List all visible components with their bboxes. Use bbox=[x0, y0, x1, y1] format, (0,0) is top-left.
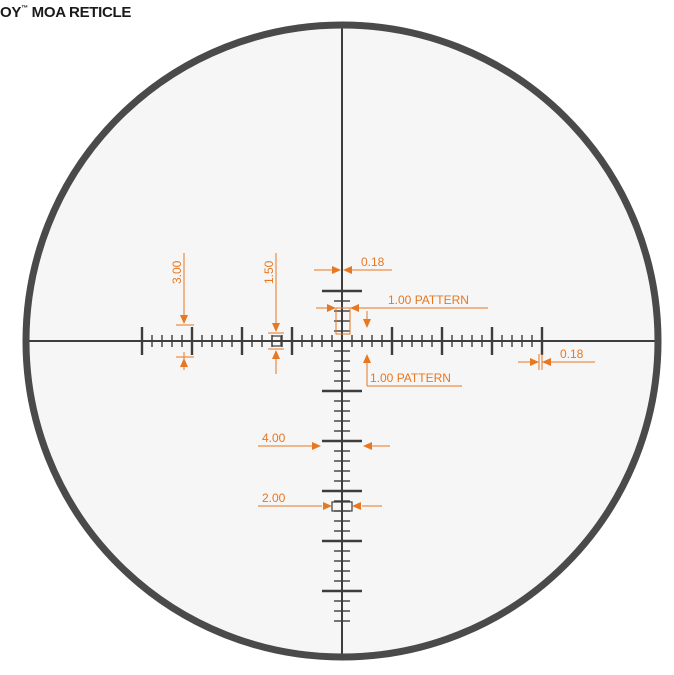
pattern-top-label: 1.00 PATTERN bbox=[388, 293, 469, 307]
line-width-right-label: 0.18 bbox=[560, 347, 584, 361]
pattern-bottom-label: 1.00 PATTERN bbox=[370, 371, 451, 385]
box-height-label: 1.50 bbox=[262, 260, 276, 284]
horizontal-hash-marks bbox=[140, 327, 544, 355]
horizontal-hold-box bbox=[271, 335, 282, 347]
thick-post-height-label: 3.00 bbox=[170, 260, 184, 284]
bar-width-label: 4.00 bbox=[262, 431, 286, 445]
box-width-label: 2.00 bbox=[262, 491, 286, 505]
trademark-mark: ™ bbox=[21, 5, 28, 12]
vertical-hold-box bbox=[331, 501, 353, 512]
title-prefix: OY bbox=[0, 4, 22, 21]
dimension-arrowheads bbox=[180, 266, 551, 510]
center-pattern-box bbox=[335, 307, 351, 335]
reticle-title: OY™ MOA RETICLE bbox=[0, 4, 131, 21]
scope-ring bbox=[22, 21, 662, 661]
line-width-top-label: 0.18 bbox=[361, 255, 385, 269]
vertical-hash-marks bbox=[322, 289, 362, 622]
title-suffix: MOA RETICLE bbox=[27, 4, 132, 21]
